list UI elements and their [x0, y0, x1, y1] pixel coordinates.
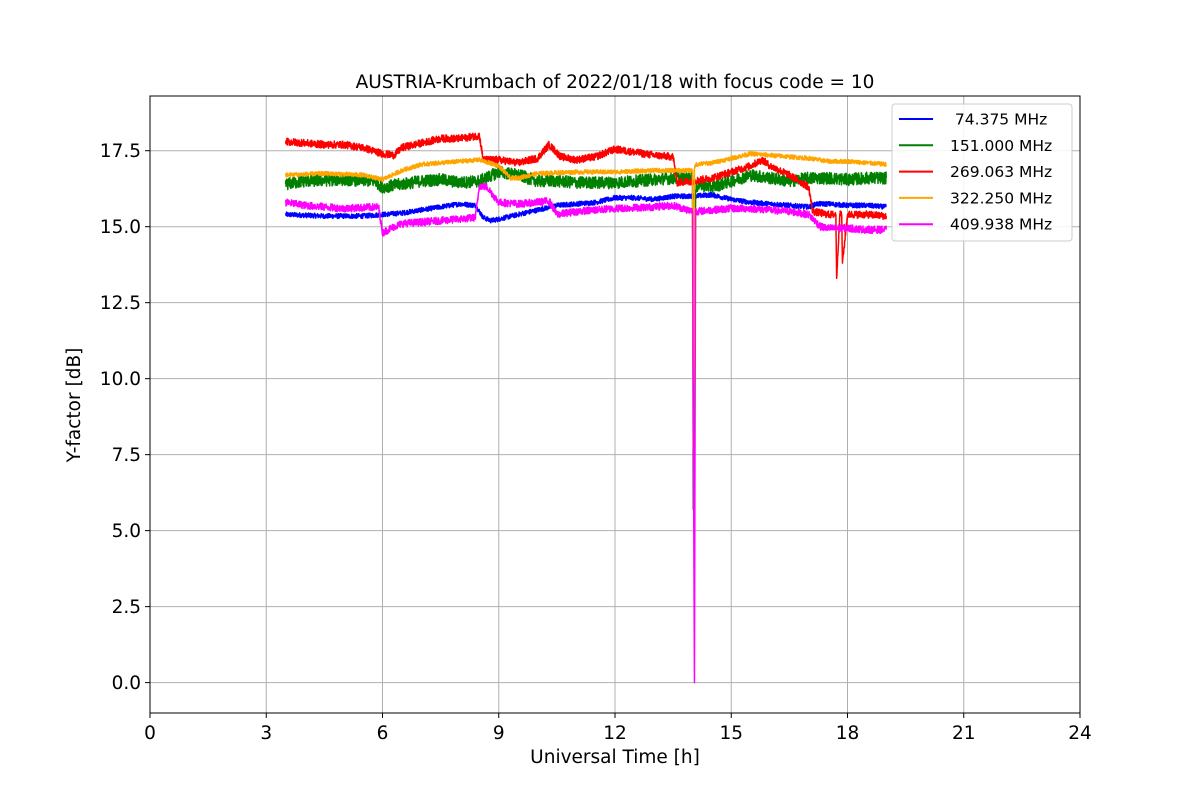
x-tick-label: 6 [377, 723, 389, 744]
series-line-2 [284, 132, 887, 280]
legend: 74.375 MHz 151.000 MHz 269.063 MHz 322.250 … [891, 103, 1073, 242]
series-line-3 [284, 151, 887, 450]
x-tick-label: 9 [493, 723, 505, 744]
y-tick-label: 0.0 [112, 673, 141, 694]
series-line-1 [284, 166, 887, 511]
legend-label-1: 151.000 MHz [950, 137, 1052, 155]
y-tick-label: 15.0 [100, 217, 141, 238]
x-axis-title: Universal Time [h] [530, 747, 700, 768]
legend-box [891, 103, 1073, 242]
legend-label-0: 74.375 MHz [950, 111, 1047, 129]
series-line-0 [284, 191, 887, 224]
y-axis-title: Y-factor [dB] [64, 348, 85, 464]
x-tick-label: 18 [836, 723, 860, 744]
x-tick-label: 12 [603, 723, 627, 744]
y-tick-label: 17.5 [100, 141, 141, 162]
axis-ticks: 0 3 6 9 12 15 18 21 24 0.0 2.5 5.0 7.5 10.0 12.5 15.0 17… [100, 141, 1092, 744]
x-tick-label: 15 [719, 723, 743, 744]
series-line-4 [284, 182, 887, 684]
x-tick-label: 24 [1068, 723, 1092, 744]
x-tick-label: 3 [260, 723, 272, 744]
y-tick-label: 10.0 [100, 369, 141, 390]
chart-title: AUSTRIA-Krumbach of 2022/01/18 with focu… [356, 72, 875, 93]
y-tick-label: 7.5 [112, 445, 141, 466]
x-tick-label: 21 [952, 723, 976, 744]
x-tick-label: 0 [144, 723, 156, 744]
y-tick-label: 5.0 [112, 521, 141, 542]
legend-label-2: 269.063 MHz [950, 163, 1052, 181]
series-lines [284, 132, 887, 684]
y-tick-label: 12.5 [100, 293, 141, 314]
legend-label-4: 409.938 MHz [950, 216, 1052, 234]
y-tick-label: 2.5 [112, 597, 141, 618]
legend-label-3: 322.250 MHz [950, 189, 1052, 207]
